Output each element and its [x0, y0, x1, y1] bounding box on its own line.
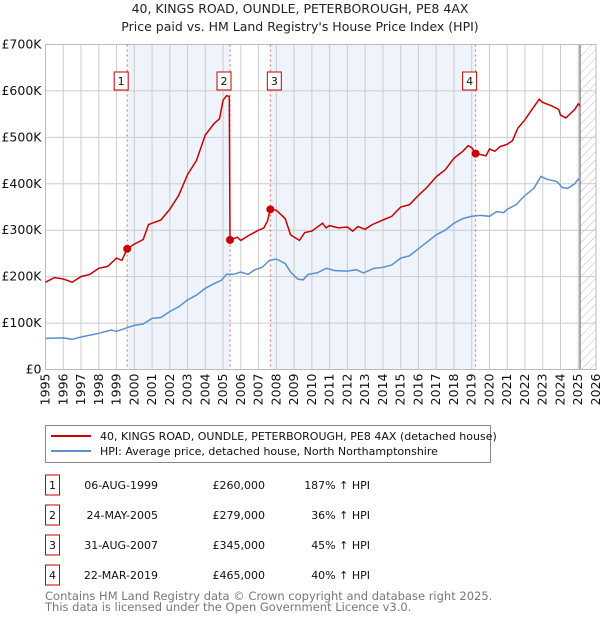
sale-point — [123, 244, 132, 253]
x-tick-label: 2014 — [375, 373, 390, 405]
shaded-period — [270, 44, 476, 370]
row-hpi-change: 187% ↑ HPI — [304, 479, 370, 492]
y-tick-label: £0 — [26, 362, 42, 377]
x-tick-label: 1998 — [91, 373, 106, 405]
x-tick-label: 2022 — [517, 374, 532, 406]
x-tick-label: 1999 — [109, 373, 124, 405]
x-tick-label: 2004 — [197, 373, 212, 405]
row-date: 24-MAY-2005 — [86, 509, 158, 522]
x-tick-label: 2012 — [339, 374, 354, 406]
sale-marker-box — [113, 71, 129, 91]
row-price: £260,000 — [213, 479, 266, 492]
row-hpi-change: 36% ↑ HPI — [311, 509, 370, 522]
x-tick-label: 2020 — [481, 373, 496, 405]
x-tick-label: 2005 — [215, 374, 230, 406]
x-tick-label: 2001 — [144, 374, 159, 406]
x-tick-label: 1996 — [55, 373, 70, 405]
y-tick-label: £500K — [1, 129, 42, 144]
sale-marker-box — [216, 71, 232, 91]
plot-frame — [45, 44, 597, 370]
x-tick-label: 2003 — [180, 374, 195, 406]
row-price: £345,000 — [213, 539, 266, 552]
x-tick-label: 2017 — [428, 374, 443, 406]
row-date: 06-AUG-1999 — [84, 479, 158, 492]
row-number-box — [45, 564, 60, 586]
sale-marker-number: 1 — [118, 75, 125, 88]
x-tick-label: 2007 — [251, 374, 266, 406]
x-tick-label: 2011 — [322, 374, 337, 406]
chart-subtitle: Price paid vs. HM Land Registry's House … — [121, 19, 478, 34]
x-tick-label: 2010 — [304, 373, 319, 405]
row-price: £279,000 — [213, 509, 266, 522]
sale-point — [471, 149, 480, 158]
x-tick-label: 2023 — [535, 374, 550, 406]
hpi-line — [45, 175, 581, 341]
x-tick-label: 2018 — [446, 373, 461, 405]
y-tick-label: £200K — [1, 269, 42, 284]
row-number: 4 — [49, 569, 56, 582]
row-number-box — [45, 504, 60, 526]
table-row: 4 22-MAR-2019 £465,000 40% ↑ HPI — [45, 564, 370, 586]
x-tick-label: 2006 — [233, 373, 248, 405]
row-hpi-change: 45% ↑ HPI — [311, 539, 370, 552]
x-tick-label: 2016 — [410, 373, 425, 405]
footer-line-2: This data is licensed under the Open Gov… — [44, 600, 411, 614]
y-tick-label: £300K — [1, 222, 42, 237]
y-tick-label: £400K — [1, 176, 42, 191]
future-hatch — [580, 44, 596, 370]
sale-marker-box — [462, 71, 478, 91]
sale-point — [266, 205, 275, 214]
x-tick-label: 1995 — [38, 374, 53, 406]
property-price-line — [45, 94, 581, 284]
legend-label-property: 40, KINGS ROAD, OUNDLE, PETERBOROUGH, PE… — [100, 430, 497, 443]
x-tick-label: 2025 — [570, 374, 585, 406]
row-number: 3 — [49, 539, 56, 552]
x-tick-label: 2000 — [126, 373, 141, 405]
y-tick-label: £700K — [1, 37, 42, 52]
row-number-box — [45, 534, 60, 556]
x-tick-label: 2026 — [588, 373, 600, 405]
x-tick-label: 2024 — [552, 373, 567, 405]
x-tick-label: 2002 — [162, 374, 177, 406]
row-price: £465,000 — [213, 569, 266, 582]
legend-label-hpi: HPI: Average price, detached house, Nort… — [100, 445, 438, 458]
table-row: 3 31-AUG-2007 £345,000 45% ↑ HPI — [45, 534, 370, 556]
row-date: 31-AUG-2007 — [84, 539, 158, 552]
x-tick-label: 2008 — [268, 373, 283, 405]
sale-point — [226, 235, 235, 244]
table-row: 1 06-AUG-1999 £260,000 187% ↑ HPI — [45, 474, 370, 496]
x-tick-label: 2009 — [286, 373, 301, 405]
sale-marker-number: 3 — [271, 75, 278, 88]
row-number: 2 — [49, 509, 56, 522]
sales-table: 1 06-AUG-1999 £260,000 187% ↑ HPI 2 24-MAY-20… — [45, 474, 370, 586]
sale-marker-box — [266, 71, 282, 91]
chart-title: 40, KINGS ROAD, OUNDLE, PETERBOROUGH, PE… — [132, 1, 469, 16]
legend: 40, KINGS ROAD, OUNDLE, PETERBOROUGH, PE… — [45, 425, 497, 463]
sale-marker-number: 4 — [466, 75, 473, 88]
x-tick-label: 2019 — [464, 373, 479, 405]
x-tick-label: 2013 — [357, 374, 372, 406]
x-tick-label: 2015 — [393, 374, 408, 406]
row-hpi-change: 40% ↑ HPI — [311, 569, 370, 582]
x-tick-label: 1997 — [73, 374, 88, 406]
row-date: 22-MAR-2019 — [84, 569, 158, 582]
table-row: 2 24-MAY-2005 £279,000 36% ↑ HPI — [45, 504, 370, 526]
y-tick-label: £100K — [1, 315, 42, 330]
row-number: 1 — [49, 479, 56, 492]
x-tick-label: 2021 — [499, 374, 514, 406]
sale-marker-number: 2 — [221, 75, 228, 88]
y-tick-label: £600K — [1, 83, 42, 98]
shaded-period — [127, 44, 231, 370]
row-number-box — [45, 474, 60, 496]
footer-line-1: Contains HM Land Registry data © Crown c… — [45, 589, 492, 603]
